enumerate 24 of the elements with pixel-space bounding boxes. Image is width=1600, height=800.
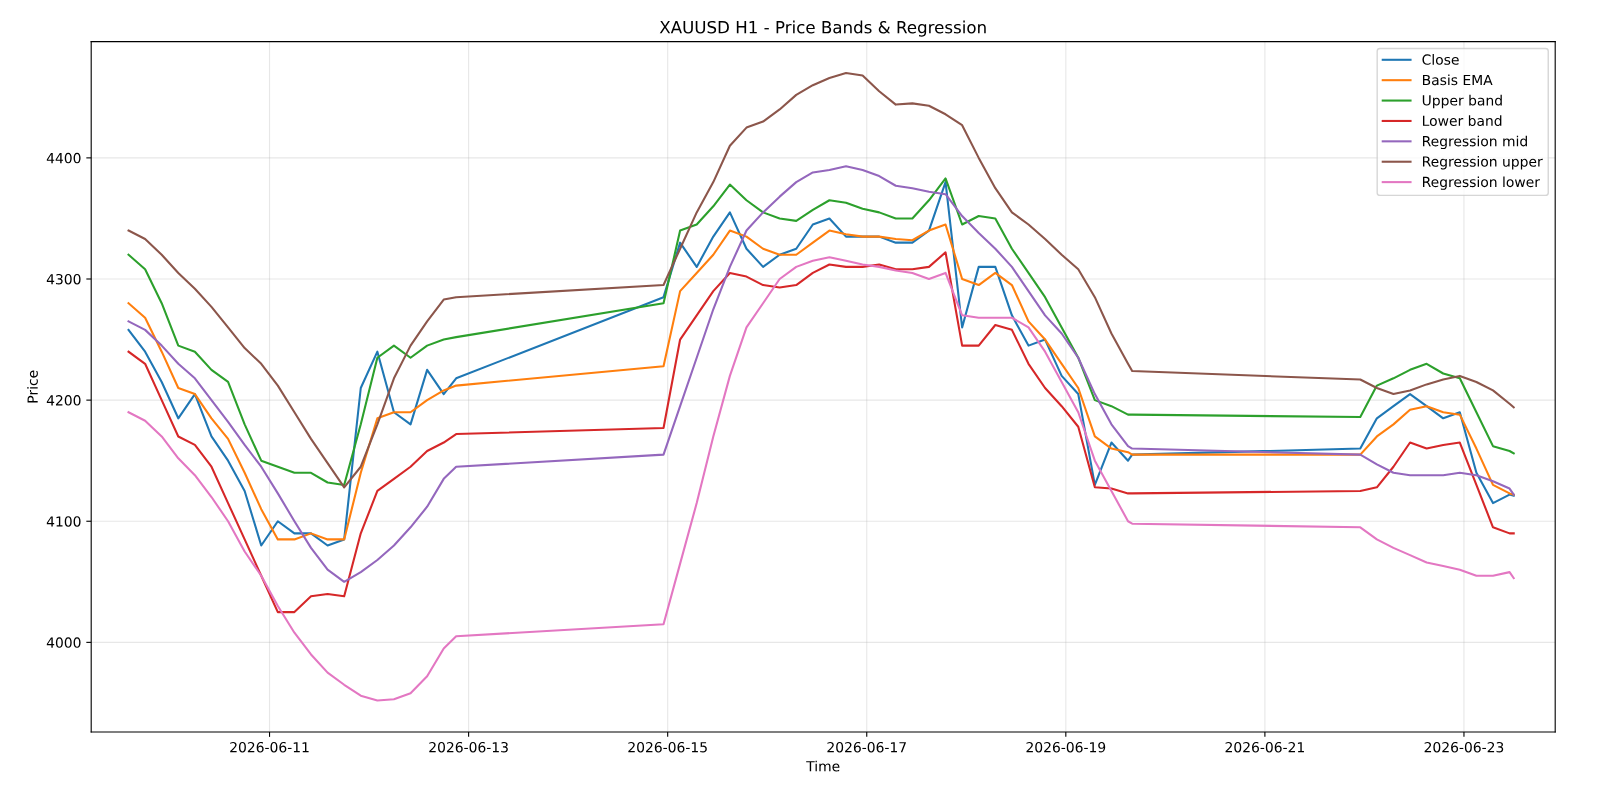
x-tick-label: 2026-06-19 xyxy=(1026,741,1106,753)
y-axis-title: Price xyxy=(27,370,38,403)
y-tick-label: 4200 xyxy=(46,395,81,406)
legend-label: Regression mid xyxy=(1423,135,1527,150)
x-tick-label: 2026-06-17 xyxy=(827,741,906,753)
x-tick-label: 2026-06-13 xyxy=(429,741,508,753)
y-tick-label: 4000 xyxy=(46,637,81,648)
legend-label: Close xyxy=(1422,54,1459,65)
legend-label: Regression upper xyxy=(1423,156,1543,170)
chart-title: XAUUSD H1 - Price Bands & Regression xyxy=(659,20,986,37)
legend-label: Upper band xyxy=(1422,94,1502,109)
x-tick-label: 2026-06-11 xyxy=(230,741,309,753)
y-tick-label: 4300 xyxy=(46,273,81,285)
x-tick-label: 2026-06-23 xyxy=(1424,741,1504,753)
legend-label: Basis EMA xyxy=(1423,74,1493,86)
line-series xyxy=(127,251,1515,614)
y-tick-label: 4400 xyxy=(46,152,81,164)
y-tick-label: 4100 xyxy=(46,516,81,527)
x-tick-label: 2026-06-15 xyxy=(628,741,707,753)
legend-label: Lower band xyxy=(1423,115,1502,127)
legend-label: Regression lower xyxy=(1423,176,1540,190)
line-series xyxy=(127,256,1515,702)
x-axis-title: Time xyxy=(806,760,840,772)
x-tick-label: 2026-06-21 xyxy=(1225,741,1304,753)
